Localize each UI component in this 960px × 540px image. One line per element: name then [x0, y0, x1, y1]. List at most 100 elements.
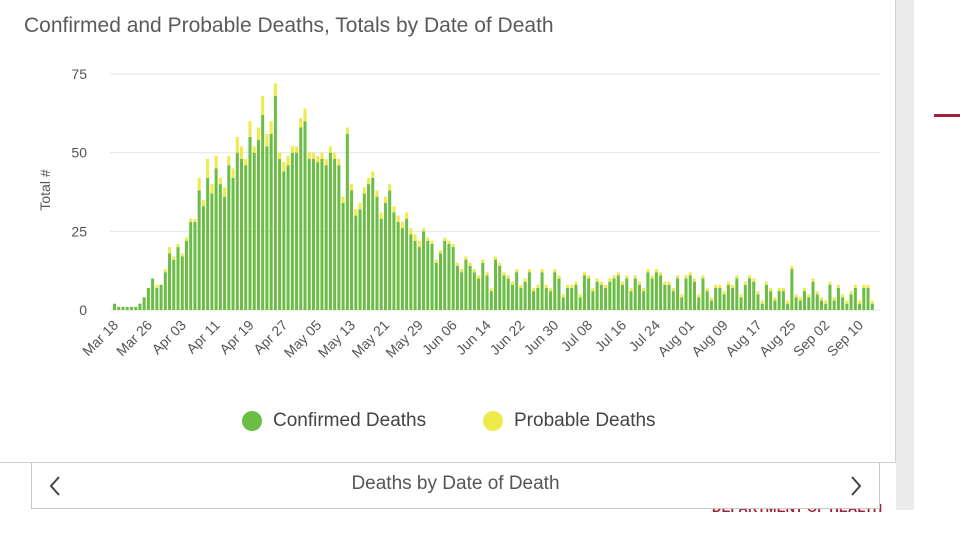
x-tick-label: Jul 08 — [558, 317, 596, 355]
bar-confirmed — [129, 306, 133, 310]
bar-confirmed — [231, 177, 235, 310]
bar-confirmed — [866, 287, 870, 310]
bar-probable — [735, 275, 739, 279]
bar-probable — [168, 247, 172, 254]
bar-confirmed — [862, 287, 866, 310]
bar-probable — [803, 287, 807, 292]
chevron-left-icon[interactable] — [44, 474, 66, 498]
bar-probable — [443, 237, 447, 241]
bar-confirmed — [396, 221, 400, 310]
bar-confirmed — [324, 165, 328, 310]
bar-probable — [341, 196, 345, 204]
bar-probable — [155, 284, 159, 288]
x-tick-label: Jul 16 — [592, 317, 630, 355]
bar-confirmed — [417, 247, 421, 310]
bar-confirmed — [811, 281, 815, 310]
bar-probable — [595, 278, 599, 282]
bar-confirmed — [316, 162, 320, 310]
bar-probable — [629, 287, 633, 292]
bar-probable — [464, 256, 468, 260]
bar-probable — [278, 152, 282, 159]
bar-probable — [379, 212, 383, 219]
bar-confirmed — [748, 278, 752, 310]
bar-probable — [828, 281, 832, 285]
bar-probable — [460, 269, 464, 273]
bar-confirmed — [201, 206, 205, 310]
bar-probable — [252, 146, 256, 153]
bar-confirmed — [565, 287, 569, 310]
bar-probable — [392, 206, 396, 213]
bar-probable — [193, 218, 197, 222]
bar-confirmed — [392, 212, 396, 310]
bar-probable — [570, 284, 574, 288]
bar-confirmed — [197, 190, 201, 310]
bar-confirmed — [667, 284, 671, 310]
bar-probable — [646, 269, 650, 273]
pager-label: Deaths by Date of Death — [351, 473, 560, 494]
x-tick-label: Jun 22 — [487, 317, 528, 358]
bar-probable — [599, 281, 603, 285]
bar-confirmed — [375, 196, 379, 310]
bar-confirmed — [731, 287, 735, 310]
bar-probable — [621, 281, 625, 285]
bar-confirmed — [180, 256, 184, 310]
bar-confirmed — [680, 297, 684, 310]
y-axis-label: Total # — [37, 169, 53, 210]
bar-probable — [612, 275, 616, 279]
bar-confirmed — [155, 287, 159, 310]
bar-confirmed — [697, 297, 701, 310]
bar-probable — [637, 281, 641, 285]
bar-probable — [184, 237, 188, 241]
bar-confirmed — [206, 177, 210, 310]
bar-confirmed — [451, 247, 455, 310]
bar-confirmed — [714, 287, 718, 310]
chevron-right-icon[interactable] — [845, 474, 867, 498]
bar-confirmed — [299, 127, 303, 310]
bar-confirmed — [726, 284, 730, 310]
x-tick-label: Aug 17 — [722, 317, 765, 360]
bar-probable — [642, 287, 646, 292]
bar-confirmed — [777, 291, 781, 310]
bar-probable — [807, 294, 811, 298]
bar-probable — [286, 155, 290, 166]
legend-item-probable[interactable]: Probable Deaths — [483, 408, 656, 434]
bar-confirmed — [633, 278, 637, 310]
bar-confirmed — [159, 284, 163, 310]
bar-probable — [866, 284, 870, 288]
bar-confirmed — [311, 158, 315, 310]
bar-confirmed — [587, 278, 591, 310]
bar-probable — [752, 278, 756, 282]
bar-confirmed — [472, 272, 476, 310]
bar-confirmed — [819, 300, 823, 310]
bar-probable — [853, 284, 857, 288]
bar-probable — [214, 155, 218, 169]
bar-probable — [218, 177, 222, 185]
bar-confirmed — [659, 275, 663, 310]
x-tick-label: Apr 03 — [148, 317, 189, 358]
bar-confirmed — [570, 287, 574, 310]
legend-label-confirmed: Confirmed Deaths — [273, 410, 427, 431]
bar-confirmed — [764, 284, 768, 310]
bar-confirmed — [367, 184, 371, 310]
bar-probable — [743, 281, 747, 285]
bar-probable — [290, 146, 294, 153]
bar-confirmed — [832, 300, 836, 310]
bar-probable — [489, 287, 493, 292]
bar-confirmed — [333, 158, 337, 310]
bar-probable — [388, 184, 392, 191]
bar-confirmed — [290, 152, 294, 310]
bar-probable — [417, 240, 421, 248]
bar-probable — [227, 155, 231, 166]
bar-confirmed — [654, 272, 658, 310]
bar-confirmed — [604, 287, 608, 310]
bar-confirmed — [489, 291, 493, 310]
bar-confirmed — [477, 278, 481, 310]
bar-confirmed — [527, 272, 531, 310]
bar-probable — [299, 118, 303, 128]
bar-probable — [667, 281, 671, 285]
bar-probable — [176, 243, 180, 248]
legend-item-confirmed[interactable]: Confirmed Deaths — [242, 408, 426, 434]
bar-probable — [256, 127, 260, 141]
bar-confirmed — [354, 215, 358, 310]
bar-probable — [303, 108, 307, 122]
